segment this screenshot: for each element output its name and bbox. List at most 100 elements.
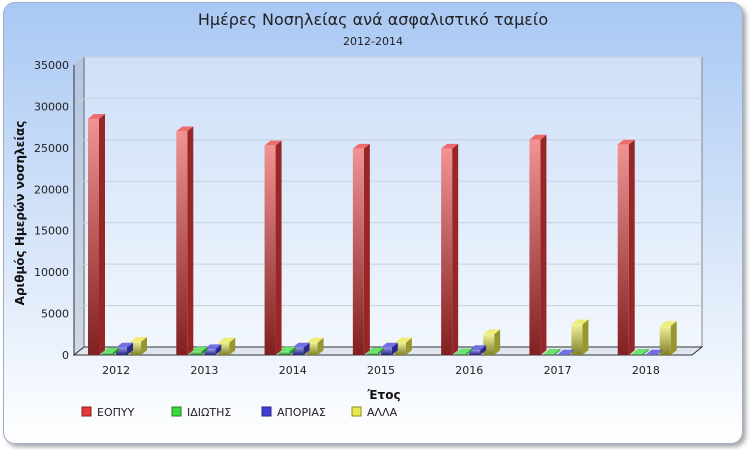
x-tick-label: 2017 bbox=[544, 364, 572, 377]
bar-ΑΠΟΡΙΑΣ-2016 bbox=[469, 345, 487, 355]
x-tick-label: 2012 bbox=[102, 364, 130, 377]
bar-side bbox=[628, 139, 635, 355]
chart-subtitle: 2012-2014 bbox=[343, 35, 403, 48]
y-tick-label: 0 bbox=[62, 349, 69, 362]
bar-front bbox=[617, 144, 629, 355]
bar-ΑΠΟΡΙΑΣ-2014 bbox=[292, 342, 310, 355]
x-axis-title: Έτος bbox=[366, 388, 400, 402]
gridline-side bbox=[73, 305, 85, 314]
bar-front bbox=[352, 148, 364, 355]
bar-front bbox=[102, 352, 113, 355]
bar-top bbox=[571, 319, 589, 325]
bar-side bbox=[215, 344, 222, 355]
bar-ΙΔΙΩΤΗΣ-2017 bbox=[543, 348, 561, 355]
bar-side bbox=[99, 114, 105, 355]
y-tick-label: 35000 bbox=[34, 59, 69, 72]
bar-front bbox=[366, 352, 378, 355]
legend-item-ΑΛΛΑ: ΑΛΛΑ bbox=[351, 406, 398, 419]
bar-ΕΟΠΥΥ-2017 bbox=[529, 134, 547, 355]
bar-side bbox=[494, 329, 501, 355]
bar-side bbox=[113, 347, 119, 355]
y-tick-label: 20000 bbox=[34, 183, 69, 196]
y-tick-label: 25000 bbox=[34, 142, 69, 155]
gridline-side bbox=[73, 56, 85, 66]
bar-top bbox=[278, 346, 296, 352]
bar-ΑΛΛΑ-2013 bbox=[218, 337, 236, 355]
bar-side bbox=[187, 126, 194, 355]
bar-ΑΛΛΑ-2018 bbox=[659, 321, 677, 355]
bar-top bbox=[218, 337, 236, 343]
bar-top bbox=[190, 346, 208, 352]
legend-swatch bbox=[351, 406, 362, 417]
bar-ΑΠΟΡΙΑΣ-2015 bbox=[380, 342, 398, 355]
bar-side bbox=[480, 345, 487, 355]
bar-top bbox=[645, 349, 663, 355]
bar-side bbox=[405, 337, 412, 355]
gridline-side bbox=[73, 98, 85, 107]
bar-side bbox=[670, 321, 677, 355]
bar-side bbox=[127, 342, 133, 355]
y-axis-title: Αριθμός Ημερών νοσηλείας bbox=[13, 121, 27, 306]
bar-ΑΠΟΡΙΑΣ-2017 bbox=[557, 349, 575, 355]
bar-side bbox=[317, 337, 324, 355]
chart-title: Ημέρες Νοσηλείας ανά ασφαλιστικό ταμείο bbox=[198, 10, 548, 29]
bar-side bbox=[642, 348, 649, 355]
bar-ΑΛΛΑ-2016 bbox=[483, 329, 501, 355]
gridline-side bbox=[73, 139, 85, 149]
bar-top bbox=[455, 348, 473, 354]
legend-swatch bbox=[261, 406, 272, 417]
legend-item-ΙΔΙΩΤΗΣ: ΙΔΙΩΤΗΣ bbox=[171, 406, 231, 419]
bar-side bbox=[656, 349, 663, 355]
bar-top bbox=[617, 139, 635, 145]
bar-front bbox=[571, 324, 583, 355]
bar-side bbox=[554, 348, 561, 355]
legend-label: ΙΔΙΩΤΗΣ bbox=[187, 406, 231, 419]
bar-top bbox=[306, 337, 324, 343]
bar-side bbox=[582, 319, 589, 355]
legend-swatch bbox=[81, 406, 92, 417]
bar-side bbox=[466, 348, 473, 355]
bar-ΑΠΟΡΙΑΣ-2018 bbox=[645, 349, 663, 355]
bar-top bbox=[659, 321, 677, 326]
bar-top bbox=[529, 134, 547, 140]
bar-ΙΔΙΩΤΗΣ-2016 bbox=[455, 348, 473, 355]
bar-top bbox=[204, 344, 222, 350]
bar-front bbox=[278, 351, 290, 355]
bar-top bbox=[469, 345, 487, 351]
bar-top bbox=[130, 336, 147, 342]
legend-item-ΕΟΠΥΥ: ΕΟΠΥΥ bbox=[81, 406, 135, 419]
bar-front bbox=[116, 347, 127, 355]
bar-front bbox=[190, 351, 202, 355]
bar-top bbox=[292, 342, 310, 348]
bar-front bbox=[631, 353, 643, 355]
bar-top bbox=[631, 348, 649, 354]
bar-top bbox=[557, 349, 575, 355]
bar-ΙΔΙΩΤΗΣ-2014 bbox=[278, 346, 296, 355]
bar-front bbox=[292, 347, 304, 355]
bar-front bbox=[543, 353, 555, 355]
gridline-side bbox=[73, 263, 85, 273]
bar-ΑΠΟΡΙΑΣ-2013 bbox=[204, 344, 222, 355]
bar-ΑΛΛΑ-2012 bbox=[130, 336, 147, 355]
gridline-side bbox=[73, 180, 85, 190]
x-tick-label: 2013 bbox=[190, 364, 218, 377]
bar-chart: Ημέρες Νοσηλείας ανά ασφαλιστικό ταμείο … bbox=[13, 10, 704, 419]
bar-front bbox=[176, 131, 188, 355]
bar-side bbox=[201, 346, 208, 355]
bar-front bbox=[441, 148, 453, 355]
bar-ΕΟΠΥΥ-2015 bbox=[352, 143, 370, 355]
bar-side bbox=[391, 342, 398, 355]
bar-ΙΔΙΩΤΗΣ-2018 bbox=[631, 348, 649, 355]
legend-item-ΑΠΟΡΙΑΣ: ΑΠΟΡΙΑΣ bbox=[261, 406, 326, 419]
bar-side bbox=[229, 337, 236, 355]
y-tick-label: 5000 bbox=[41, 308, 69, 321]
bar-front bbox=[469, 350, 481, 355]
x-tick-label: 2018 bbox=[632, 364, 660, 377]
bar-front bbox=[483, 334, 495, 355]
bar-side bbox=[377, 347, 384, 355]
bar-front bbox=[218, 342, 230, 355]
bar-side bbox=[141, 336, 147, 355]
legend-label: ΕΟΠΥΥ bbox=[97, 406, 135, 419]
bar-ΑΛΛΑ-2014 bbox=[306, 337, 324, 355]
y-tick-label: 30000 bbox=[34, 100, 69, 113]
